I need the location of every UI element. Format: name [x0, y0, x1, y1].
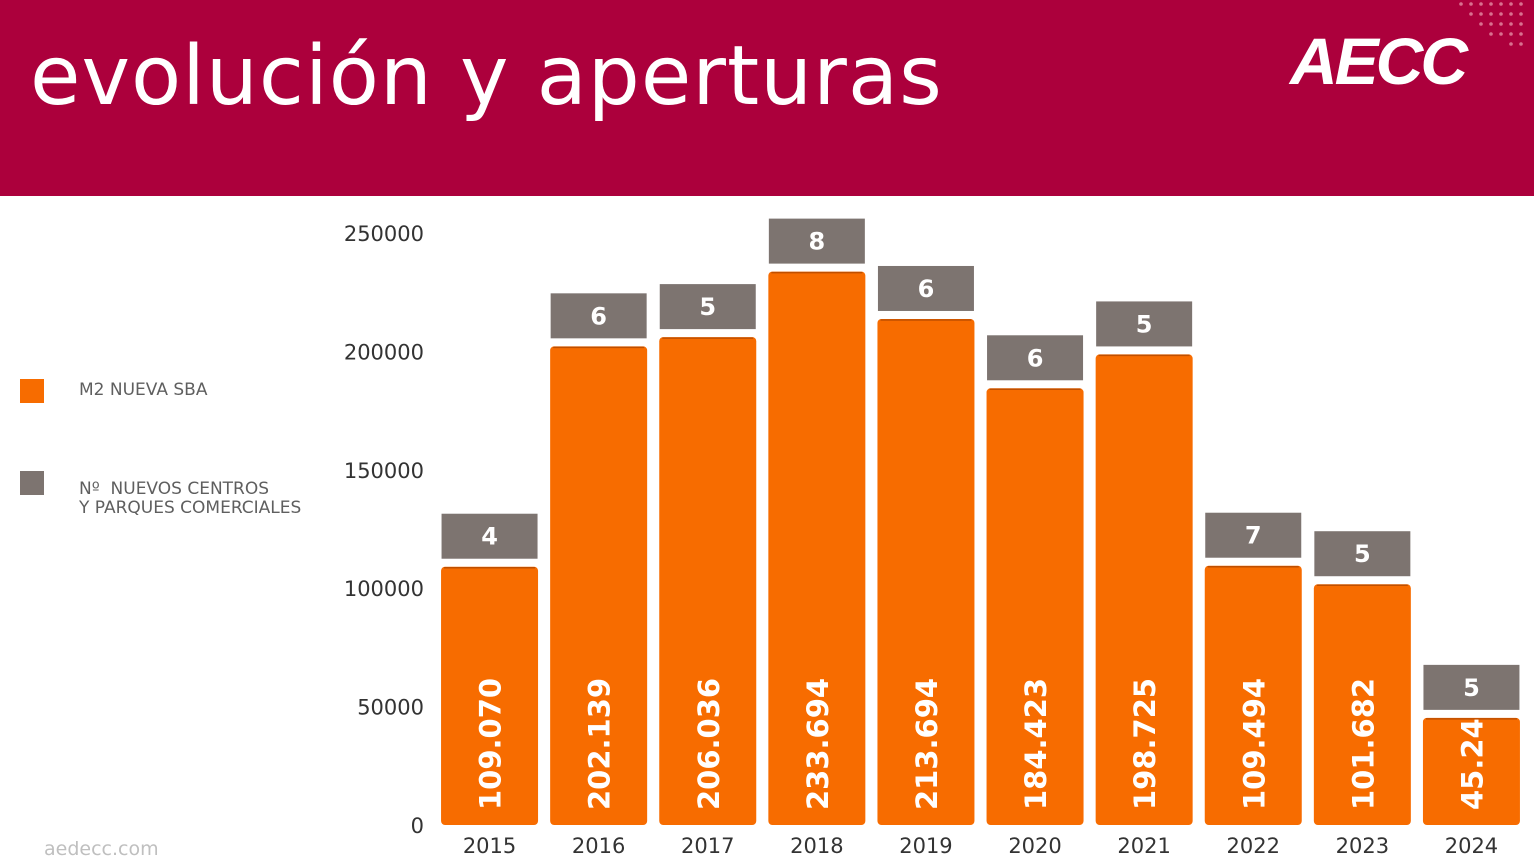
bar-value-label: 206.036	[692, 678, 726, 810]
x-tick-label: 2024	[1445, 834, 1498, 858]
count-box-2017	[659, 284, 756, 330]
count-label: 5	[699, 293, 716, 321]
legend-label-centros: Nº NUEVOS CENTROS Y PARQUES COMERCIALES	[79, 479, 302, 518]
x-tick-label: 2015	[463, 834, 516, 858]
decorative-dots-icon	[1459, 2, 1523, 46]
y-tick-label: 200000	[344, 340, 424, 364]
y-tick-label: 100000	[344, 577, 424, 601]
bar-value-label: 233.694	[801, 678, 835, 810]
bar-value-label: 45.242	[1455, 698, 1489, 810]
bar-m2-2021	[1095, 354, 1193, 825]
bar-value-label: 213.694	[910, 678, 944, 810]
x-tick-label: 2017	[681, 834, 734, 858]
count-label: 5	[1354, 540, 1371, 568]
x-tick-label: 2019	[899, 834, 952, 858]
x-tick-label: 2022	[1227, 834, 1280, 858]
count-label: 5	[1136, 310, 1153, 338]
legend-label-m2: M2 NUEVA SBA	[79, 380, 208, 400]
bar-m2-2017	[659, 337, 757, 825]
x-tick-label: 2016	[572, 834, 625, 858]
bar-m2-2016	[550, 346, 648, 825]
x-tick-label: 2018	[790, 834, 843, 858]
count-box-2019	[877, 265, 974, 311]
bar-value-label: 198.725	[1128, 678, 1162, 810]
bar-m2-2024	[1422, 717, 1520, 825]
bar-m2-2019	[877, 318, 975, 825]
count-box-2020	[987, 335, 1084, 381]
aecc-logo: AECC	[1290, 24, 1468, 98]
y-tick-label: 150000	[344, 459, 424, 483]
page-title: evolución y aperturas	[30, 29, 943, 124]
y-tick-label: 250000	[344, 222, 424, 246]
bar-m2-2018	[768, 271, 866, 825]
count-label: 5	[1463, 674, 1480, 702]
count-box-2023	[1314, 531, 1411, 577]
x-tick-label: 2023	[1336, 834, 1389, 858]
count-label: 4	[481, 523, 498, 551]
bar-m2-2023	[1313, 584, 1411, 825]
bar-value-label: 109.494	[1237, 678, 1271, 810]
count-label: 6	[1027, 344, 1044, 372]
count-label: 7	[1245, 522, 1262, 550]
bar-value-label: 101.682	[1346, 678, 1380, 810]
count-label: 6	[918, 275, 935, 303]
x-tick-label: 2021	[1117, 834, 1170, 858]
count-box-2018	[768, 218, 865, 264]
count-box-2016	[550, 293, 647, 339]
bar-m2-2022	[1204, 565, 1302, 825]
footer-website: aedecc.com	[44, 838, 159, 860]
y-tick-label: 50000	[357, 696, 424, 720]
bar-value-label: 109.070	[474, 678, 508, 810]
count-label: 8	[808, 228, 825, 256]
count-box-2024	[1423, 664, 1520, 710]
legend-swatch-centros	[20, 471, 44, 495]
y-tick-label: 0	[411, 814, 424, 838]
count-label: 6	[590, 302, 607, 330]
count-box-2021	[1096, 301, 1193, 347]
bar-m2-2015	[441, 566, 539, 825]
bar-m2-2020	[986, 388, 1084, 825]
header-banner: evolución y aperturas AECC	[0, 0, 1534, 196]
count-box-2022	[1205, 512, 1302, 558]
bar-value-label: 202.139	[583, 678, 617, 810]
bar-value-label: 184.423	[1019, 678, 1053, 810]
x-tick-label: 2020	[1008, 834, 1061, 858]
count-box-2015	[441, 513, 538, 559]
legend-swatch-m2	[20, 379, 44, 403]
